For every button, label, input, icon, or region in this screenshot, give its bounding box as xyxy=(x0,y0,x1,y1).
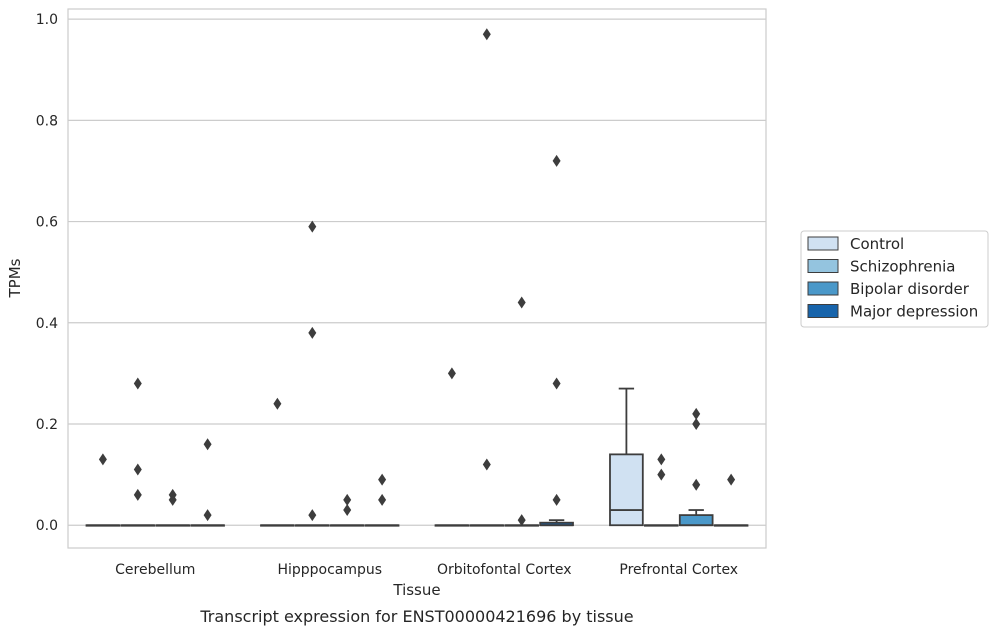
outlier-point xyxy=(273,397,282,410)
legend-frame xyxy=(800,230,989,328)
y-tick-label: 0.6 xyxy=(36,215,58,231)
grid-lines xyxy=(68,18,766,526)
y-tick-labels: 0.0 0.2 0.4 0.6 0.8 1.0 xyxy=(36,12,58,534)
outlier-point xyxy=(517,296,526,309)
outlier-point xyxy=(552,493,561,506)
outlier-point xyxy=(657,468,666,481)
outlier-point xyxy=(308,220,317,233)
box-group xyxy=(190,438,225,527)
legend-swatch xyxy=(807,236,839,251)
outlier-point xyxy=(552,377,561,390)
outlier-point xyxy=(692,478,701,491)
box-group xyxy=(539,154,574,527)
outlier-point xyxy=(657,453,666,466)
legend-label: Major depression xyxy=(850,303,978,321)
box-group xyxy=(678,407,714,527)
outlier-point xyxy=(692,418,701,431)
outlier-point xyxy=(517,514,526,527)
outlier-point xyxy=(482,28,491,41)
outlier-point xyxy=(552,154,561,167)
legend-label: Schizophrenia xyxy=(850,258,955,276)
outlier-point xyxy=(203,509,212,522)
y-tick-label: 0.8 xyxy=(36,113,58,129)
chart-caption: Transcript expression for ENST0000042169… xyxy=(199,607,633,626)
box-group xyxy=(294,220,330,527)
box-plots xyxy=(85,28,749,527)
box-group xyxy=(643,453,679,527)
legend-swatch xyxy=(807,304,839,318)
legend-label: Control xyxy=(850,235,904,253)
box-group xyxy=(609,387,644,527)
legend: Control Schizophrenia Bipolar disorder Majo… xyxy=(800,230,989,328)
outlier-point xyxy=(133,377,142,390)
outlier-point xyxy=(482,458,491,471)
outlier-point xyxy=(343,504,352,517)
outlier-point xyxy=(378,473,387,486)
y-axis-title: TPMs xyxy=(6,258,24,298)
plot-frame xyxy=(67,8,767,549)
x-tick-label: Orbitofontal Cortex xyxy=(437,562,572,578)
x-tick-label: Hipppocampus xyxy=(277,562,382,578)
box-group xyxy=(504,296,540,527)
outlier-point xyxy=(308,509,317,522)
x-tick-labels: Cerebellum Hipppocampus Orbitofontal Corte… xyxy=(115,562,738,578)
outlier-point xyxy=(308,326,317,339)
outlier-point xyxy=(343,493,352,506)
box-group xyxy=(469,28,505,527)
outlier-point xyxy=(98,453,107,466)
x-tick-label: Cerebellum xyxy=(115,562,195,578)
outlier-point xyxy=(168,493,177,506)
x-axis-title: Tissue xyxy=(392,581,440,599)
y-tick-label: 0.2 xyxy=(36,417,58,433)
legend-swatch xyxy=(807,281,839,296)
box-group xyxy=(155,488,191,527)
box-group xyxy=(434,367,470,527)
x-tick-label: Prefrontal Cortex xyxy=(619,562,738,578)
box-group xyxy=(713,473,749,527)
outlier-point xyxy=(133,463,142,476)
box-group xyxy=(260,397,295,527)
box-group xyxy=(329,493,365,527)
legend-label: Bipolar disorder xyxy=(850,280,970,298)
box xyxy=(609,453,644,527)
outlier-point xyxy=(378,493,387,506)
y-tick-label: 0.4 xyxy=(36,316,58,332)
outlier-point xyxy=(692,407,701,420)
y-tick-label: 0.0 xyxy=(36,518,58,534)
outlier-point xyxy=(727,473,736,486)
box-group xyxy=(85,453,121,527)
box-group xyxy=(364,473,400,527)
legend-swatch xyxy=(807,259,839,273)
box xyxy=(678,514,714,527)
box-group xyxy=(120,377,156,527)
outlier-point xyxy=(447,367,456,380)
y-tick-label: 1.0 xyxy=(36,12,58,28)
outlier-point xyxy=(133,488,142,501)
outlier-point xyxy=(203,438,212,451)
